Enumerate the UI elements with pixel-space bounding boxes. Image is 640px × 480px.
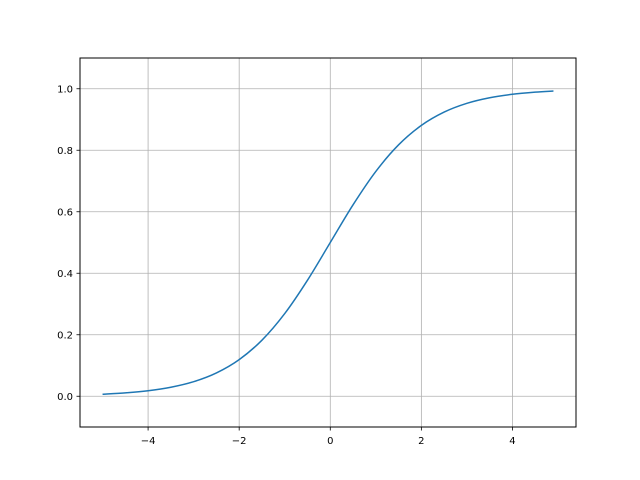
x-tick-label: −4 [141, 436, 156, 447]
series-layer [102, 90, 554, 395]
x-axis: −4 −2 0 2 4 [141, 427, 516, 447]
y-tick-label: 1.0 [57, 84, 73, 95]
y-axis: 0.0 0.2 0.4 0.6 0.8 1.0 [57, 84, 80, 403]
axes-frame [79, 57, 577, 428]
x-tick-label: 0 [327, 436, 333, 447]
y-tick-label: 0.8 [57, 146, 73, 157]
y-tick-label: 0.4 [57, 269, 73, 280]
y-tick-label: 0.2 [57, 330, 73, 341]
grid [80, 58, 576, 427]
y-tick-label: 0.0 [57, 392, 73, 403]
y-tick-label: 0.6 [57, 207, 73, 218]
x-tick-label: 2 [418, 436, 424, 447]
x-tick-label: −2 [232, 436, 247, 447]
sigmoid-line [102, 90, 554, 395]
x-tick-label: 4 [509, 436, 515, 447]
